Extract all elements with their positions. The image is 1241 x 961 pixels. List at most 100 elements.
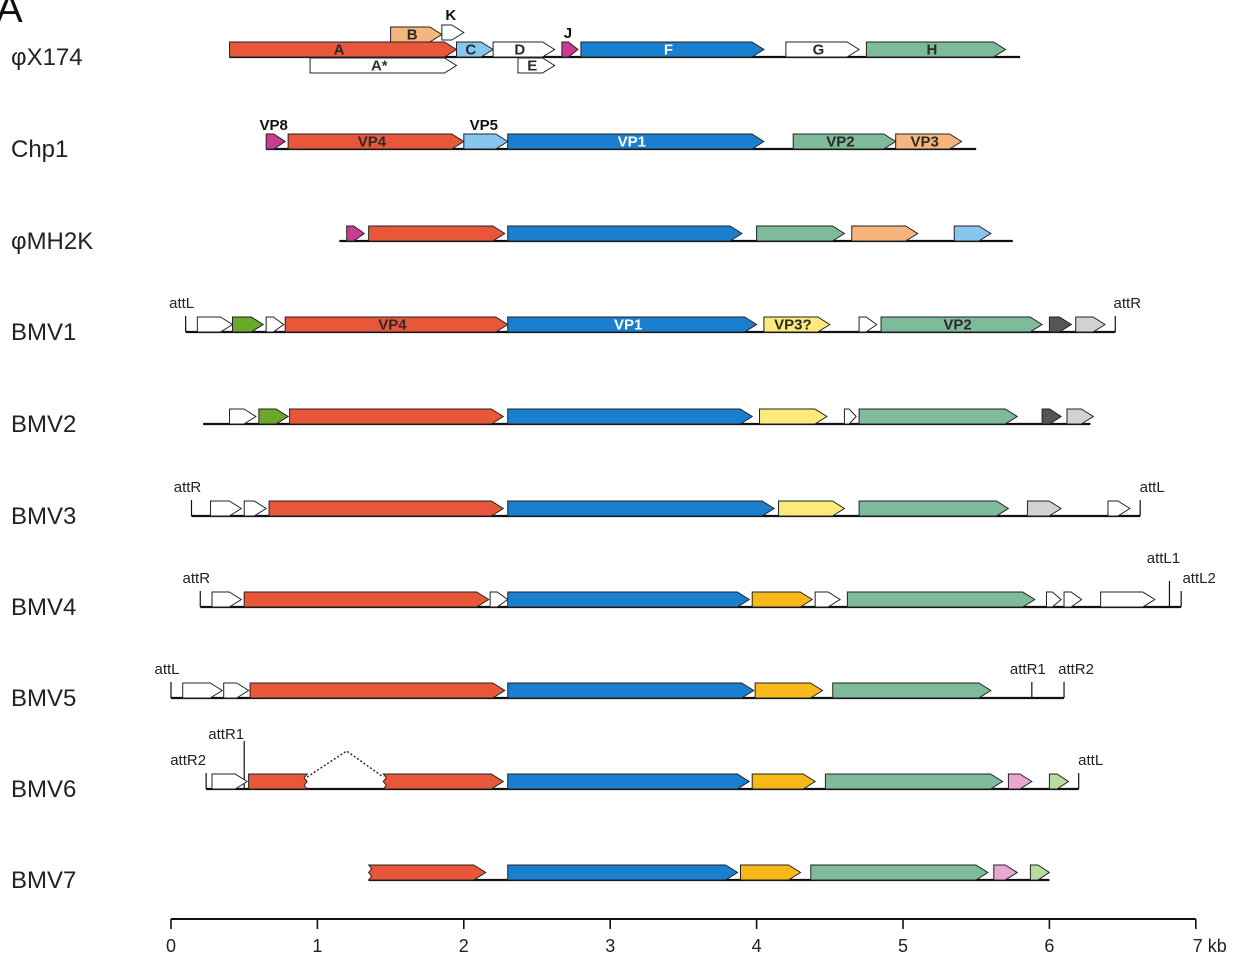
gene-arrow [507,500,776,517]
gene-arrow [824,773,1004,790]
axis-tick-label: 5 [898,936,908,956]
gene-label: D [514,42,525,59]
gene-arrow [843,408,857,425]
genome-name: BMV5 [11,685,76,712]
gene-arrow [231,316,265,333]
axis-tick-label: 3 [605,936,615,956]
att-site-label: attL1 [1147,550,1180,567]
att-site-label: attR2 [1058,661,1094,678]
gene-arrow [953,225,992,242]
genome-row: BMV7 [11,864,1051,894]
deletion-connector [306,750,384,778]
gene-arrow [229,408,257,425]
gene-arrow [751,773,817,790]
gene-arrow [210,500,243,517]
gene-label: H [927,42,938,59]
gene-label: C [465,42,476,59]
gene-arrow [507,408,754,425]
panel-label: A [0,0,23,31]
gene-label: VP3 [910,134,938,151]
gene-arrow [211,773,249,790]
gene-arrow [1048,316,1073,333]
axis-tick-label: 0 [166,936,176,956]
att-site-label: attR [1114,295,1142,312]
gene-arrow [289,408,505,425]
genome-name: BMV7 [11,867,76,894]
gene-arrow [492,41,556,58]
genome-name: Chp1 [11,136,68,163]
gene-label: G [813,42,825,59]
gene-arrow [265,133,287,150]
gene-arrow [785,41,861,58]
gene-label: VP3? [774,317,812,334]
gene-arrow [759,408,828,425]
gene-arrow [763,316,831,333]
att-site-label: attL [169,295,194,312]
gene-arrow [858,316,878,333]
genome-name: BMV4 [11,594,76,621]
gene-arrow [1029,864,1051,881]
gene-label: VP5 [470,117,498,134]
gene-arrow [309,57,458,74]
gene-arrow [1075,316,1106,333]
gene-arrow [390,26,443,43]
gene-arrow [993,864,1019,881]
gene-arrow [346,225,366,242]
gene-arrow [507,773,751,790]
axis-tick-label: 6 [1044,936,1054,956]
att-site-label: attR [174,479,202,496]
gene-arrow [243,591,490,608]
axis-tick-label: 7 kb [1193,936,1227,956]
gene-arrow [268,500,505,517]
axis-tick-label: 1 [312,936,322,956]
gene-arrow [561,41,579,58]
gene-arrow [1107,500,1131,517]
gene-arrow [846,591,1036,608]
gene-label: VP2 [826,134,854,151]
gene-arrow [858,408,1019,425]
att-site-label: attR1 [208,726,244,743]
gene-arrow [778,500,846,517]
gene-label: VP1 [618,134,646,151]
genome-row: BMV3 attR attL [11,479,1165,530]
genome-row: Chp1 VP8 VP4 VP5 VP1 VP2 VP3 [11,117,977,163]
gene-arrow [455,41,495,58]
gene-arrow [1063,591,1083,608]
gene-arrow [880,316,1044,333]
genome-row: φMH2K [11,225,1013,255]
genome-name: φX174 [11,44,83,71]
genome-row: BMV2 [11,408,1095,438]
gene-arrow [1007,773,1033,790]
genome-name: φMH2K [11,228,93,255]
gene-label: B [407,27,418,44]
att-site-label: attR2 [170,752,206,769]
gene-arrow [507,225,743,242]
genome-name: BMV2 [11,411,76,438]
gene-arrow [754,682,824,699]
axis-tick-label: 2 [459,936,469,956]
gene-arrow [810,864,989,881]
gene-label: A [334,42,345,59]
gene-arrow [751,591,814,608]
gene-arrow [243,500,268,517]
gene-label: J [564,25,572,42]
gene-arrow [1045,591,1062,608]
gene-arrow [507,316,758,333]
genome-name: BMV3 [11,503,76,530]
gene-arrow [287,133,465,150]
gene-arrow [367,864,487,881]
gene-arrow [1066,408,1095,425]
gene-arrow [211,591,243,608]
gene-arrow [517,57,556,74]
gene-arrow [792,133,897,150]
genome-row: φX174 A A* B K C DE J F G H [11,7,1021,75]
gene-arrow [248,773,309,790]
gene-arrow [382,773,505,790]
gene-arrow [223,682,250,699]
gene-label: K [445,7,456,24]
gene-arrow [265,316,285,333]
gene-arrow [739,864,802,881]
att-site-label: attL [1140,479,1165,496]
